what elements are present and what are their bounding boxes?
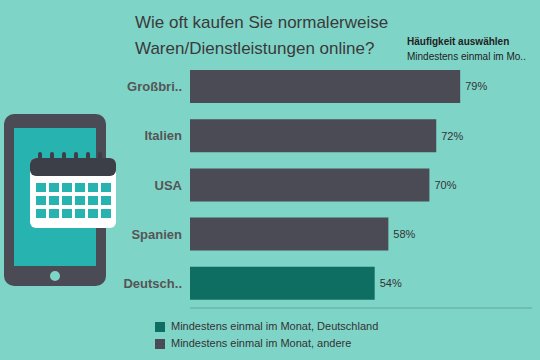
svg-text:79%: 79% bbox=[465, 80, 487, 92]
html-text:Mindestens einmal im Mo..: Mindestens einmal im Mo.. bbox=[407, 51, 526, 62]
svg-text:Deutsch..: Deutsch.. bbox=[123, 276, 182, 291]
html-text:Mindestens einmal im Monat, an: Mindestens einmal im Monat, andere bbox=[171, 337, 352, 349]
html-text:Waren/Dienstleistungen online?: Waren/Dienstleistungen online? bbox=[135, 39, 375, 58]
svg-text:USA: USA bbox=[155, 178, 183, 193]
html-text:Wie oft kaufen Sie normalerwei: Wie oft kaufen Sie normalerweise bbox=[135, 13, 389, 32]
svg-text:70%: 70% bbox=[434, 179, 456, 191]
svg-text:Italien: Italien bbox=[144, 128, 182, 143]
svg-text:Spanien: Spanien bbox=[131, 227, 182, 242]
html-text:Häufigkeit auswählen: Häufigkeit auswählen bbox=[407, 36, 510, 47]
svg-text:58%: 58% bbox=[393, 228, 415, 240]
svg-text:72%: 72% bbox=[441, 130, 463, 142]
svg-text:Großbri..: Großbri.. bbox=[127, 79, 182, 94]
svg-text:54%: 54% bbox=[380, 277, 402, 289]
html-text:Mindestens einmal im Monat, De: Mindestens einmal im Monat, Deutschland bbox=[171, 320, 379, 332]
